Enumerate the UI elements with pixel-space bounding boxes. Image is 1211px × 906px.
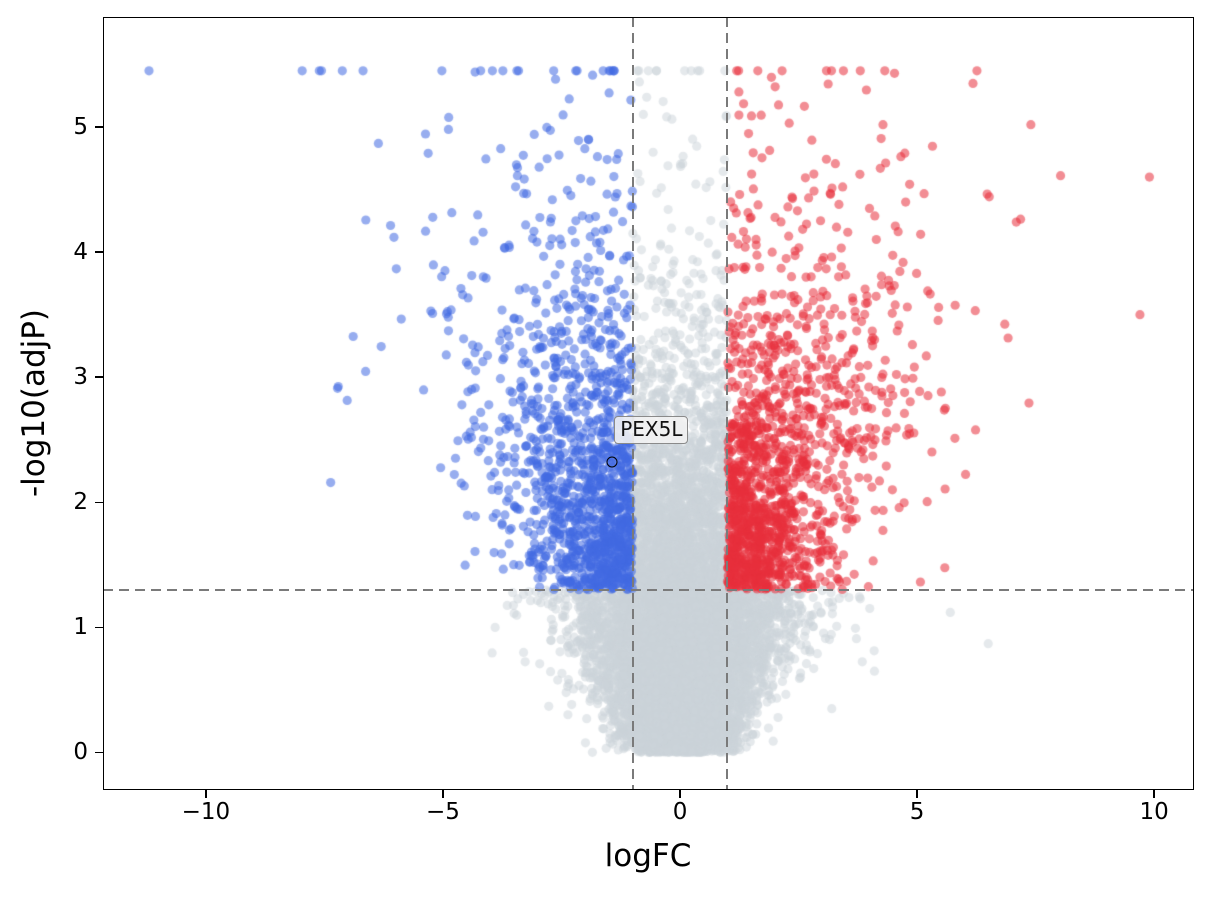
y-tick-label: 3 xyxy=(73,364,88,391)
x-tick-mark xyxy=(679,790,681,798)
y-tick-label: 5 xyxy=(73,114,88,141)
x-axis-label: logFC xyxy=(604,838,692,874)
y-tick-mark xyxy=(95,501,103,504)
scatter-canvas xyxy=(103,17,1194,790)
x-tick-label: 10 xyxy=(1139,799,1169,825)
y-tick-mark xyxy=(95,251,103,253)
y-tick-label: 0 xyxy=(73,739,88,766)
annotation-marker-open-circle-icon xyxy=(606,456,618,468)
y-tick-mark xyxy=(95,751,103,754)
y-tick-mark xyxy=(95,376,103,379)
annotation-label: PEX5L xyxy=(614,416,689,445)
x-tick-mark xyxy=(916,790,918,798)
x-tick-mark xyxy=(1153,790,1155,798)
y-tick-label: 2 xyxy=(73,489,88,516)
x-tick-label: −5 xyxy=(426,799,460,825)
y-tick-label: 1 xyxy=(73,614,88,641)
y-axis-label: -log10(adjP) xyxy=(16,308,52,498)
x-tick-label: −10 xyxy=(181,799,231,825)
x-tick-label: 0 xyxy=(672,799,688,825)
x-tick-mark xyxy=(205,790,207,798)
x-tick-label: 5 xyxy=(909,799,925,825)
y-tick-mark xyxy=(95,626,103,629)
x-tick-mark xyxy=(442,790,444,798)
y-tick-mark xyxy=(95,126,103,128)
y-tick-label: 4 xyxy=(73,239,88,266)
